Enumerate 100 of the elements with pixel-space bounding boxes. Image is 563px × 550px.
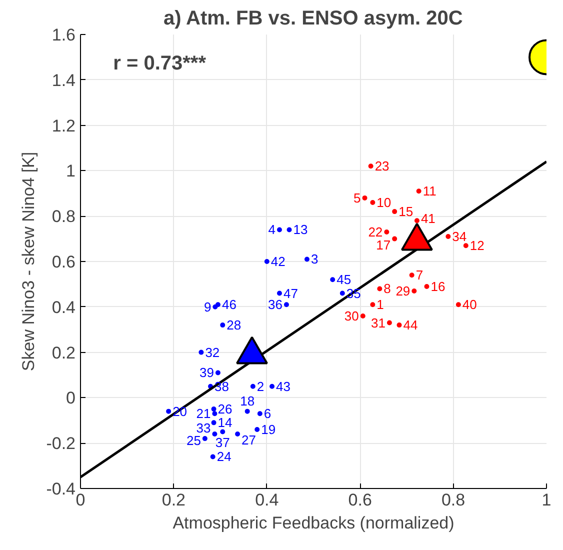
point [414,218,420,224]
annotation: 30 [344,308,359,324]
point [276,227,282,232]
point [362,195,368,200]
annotation: 6 [264,406,272,422]
annotation: 36 [268,297,282,312]
point [370,200,376,205]
annotation: 15 [398,204,414,220]
annotation: 31 [371,315,386,330]
chart-title: a) Atm. FB vs. ENSO asym. 20C [163,8,463,30]
annotation: 19 [261,422,276,437]
point [286,227,292,232]
annotation: 21 [196,406,211,422]
y-tick-label: 1.4 [52,70,76,90]
annotation: 3 [310,252,318,267]
point [416,188,422,194]
point [202,436,208,442]
point [304,256,310,262]
point [396,322,402,328]
annotation: 5 [354,190,361,206]
y-tick-label: 0.6 [52,252,76,272]
annotation: r = 0.73*** [113,52,206,74]
point [215,302,220,308]
annotation: 22 [368,224,383,240]
annotation: 32 [205,344,220,360]
annotation: 18 [240,393,255,408]
point [254,426,260,432]
annotation: 45 [336,272,352,288]
point [270,384,275,389]
point [198,350,204,355]
x-tick-label: 0.4 [255,490,279,510]
annotation: 42 [270,254,286,269]
annotation: 37 [215,434,230,450]
annotation: 25 [186,433,201,448]
point [211,420,216,426]
point [215,370,220,376]
annotation: 46 [222,297,236,312]
point [370,302,376,308]
point [456,302,461,308]
x-axis-title: Atmospheric Feedbacks (normalized) [172,514,454,532]
annotation: 39 [200,365,214,380]
y-tick-label: 0.4 [52,298,76,317]
point [392,236,398,242]
y-tick-label: -0.4 [46,480,76,498]
y-tick-label: 0.2 [52,343,76,362]
y-tick-label: 0 [66,388,76,408]
point [463,243,468,248]
point [220,429,226,434]
annotation: 2 [256,378,264,394]
annotation: 17 [376,237,391,252]
annotation: 26 [218,402,232,417]
annotation: 10 [376,194,392,210]
point [244,408,250,414]
annotation: 16 [430,278,446,294]
point [424,284,430,289]
annotation: 23 [374,158,390,174]
y-axis-title: Skew Nino3 - skew Nino4 [K] [19,152,38,372]
point [235,432,240,437]
point [409,272,414,278]
x-tick-label: 1 [542,490,552,510]
annotation: 13 [293,222,308,238]
annotation: 27 [242,432,256,448]
annotation: 41 [420,211,436,226]
point [250,384,256,389]
y-tick-label: 1 [66,162,76,181]
point [360,313,366,318]
x-tick-label: 0.8 [441,490,466,510]
annotation: 1 [376,297,384,312]
point [257,411,262,416]
annotation: 38 [214,378,229,394]
point [330,277,336,282]
point [392,209,398,214]
x-tick-label: 0.6 [348,490,372,510]
point [212,432,218,437]
annotation: 34 [452,229,467,244]
annotation: 44 [403,318,418,333]
annotation: 9 [204,299,212,314]
point [284,302,289,308]
y-tick-label: 1.2 [52,116,76,136]
annotation: 33 [196,420,211,436]
annotation: 28 [226,318,242,333]
annotation: 7 [416,268,424,283]
annotation: 11 [422,184,436,199]
annotation: 43 [276,378,290,394]
point [446,234,451,240]
point [412,288,417,294]
point [264,259,270,264]
annotation: 12 [470,238,484,254]
point [166,408,172,414]
annotation: 47 [283,286,298,301]
point [340,290,345,296]
point [377,286,382,292]
x-tick-label: 0.2 [162,490,186,510]
y-tick-label: -0.2 [46,434,76,454]
y-tick-label: 0.8 [52,207,76,226]
annotation: 4 [268,222,276,238]
annotation: 14 [218,415,232,430]
point [384,229,390,234]
point [210,454,216,460]
point [220,322,226,328]
